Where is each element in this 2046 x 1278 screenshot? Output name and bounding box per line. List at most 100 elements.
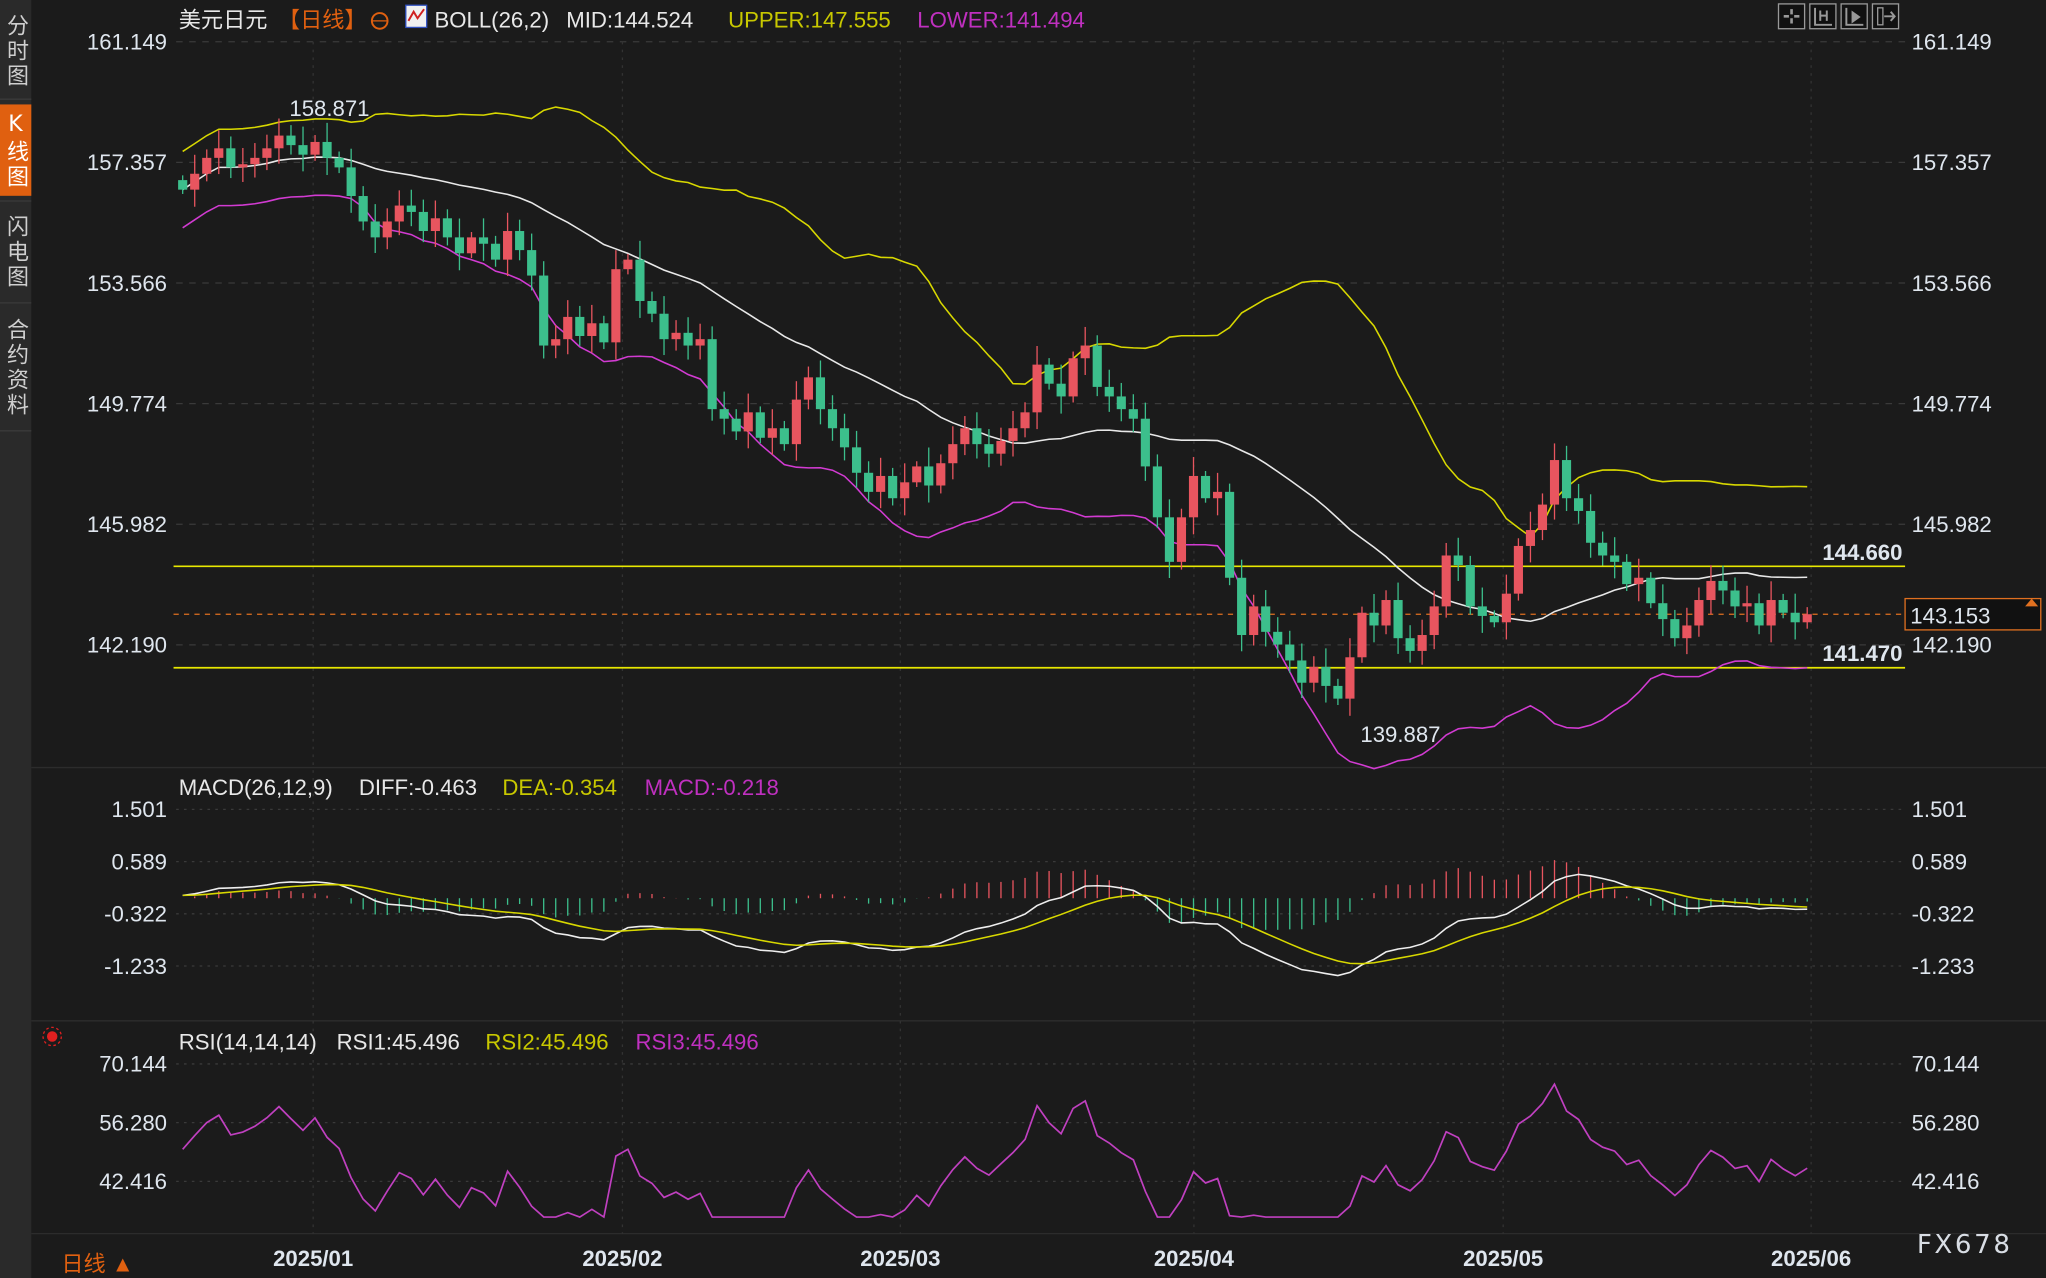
- candle-down[interactable]: [1285, 644, 1295, 661]
- sidebar-tab-kline-chart[interactable]: K线图: [3, 112, 28, 190]
- sidebar-tab-time-chart[interactable]: 分时图: [3, 13, 28, 89]
- candle-down[interactable]: [1225, 491, 1235, 578]
- candle-down[interactable]: [1369, 612, 1379, 626]
- candle-down[interactable]: [490, 243, 501, 260]
- candle-down[interactable]: [1465, 565, 1475, 607]
- sidebar-tab-contract-info[interactable]: 合约资料: [3, 318, 28, 418]
- candle-up[interactable]: [1429, 606, 1439, 636]
- candle-down[interactable]: [1405, 638, 1415, 651]
- candle-up[interactable]: [394, 205, 404, 222]
- crosshair-icon[interactable]: [1777, 3, 1806, 30]
- candle-up[interactable]: [996, 440, 1006, 454]
- candle-down[interactable]: [1670, 619, 1680, 639]
- candle-down[interactable]: [1152, 466, 1162, 518]
- candle-up[interactable]: [671, 332, 681, 340]
- candle-down[interactable]: [1561, 460, 1572, 499]
- candle-down[interactable]: [527, 250, 537, 276]
- candle-up[interactable]: [382, 221, 392, 238]
- candle-down[interactable]: [755, 412, 765, 438]
- candle-down[interactable]: [1164, 517, 1174, 562]
- candle-down[interactable]: [226, 148, 236, 168]
- candle-down[interactable]: [1116, 396, 1126, 410]
- candle-down[interactable]: [1056, 383, 1066, 397]
- candle-down[interactable]: [1128, 409, 1138, 419]
- candle-up[interactable]: [563, 316, 573, 340]
- candle-down[interactable]: [1237, 577, 1247, 636]
- candle-down[interactable]: [731, 418, 741, 432]
- candle-up[interactable]: [310, 141, 320, 155]
- candle-down[interactable]: [418, 211, 428, 232]
- candle-down[interactable]: [888, 475, 898, 499]
- candle-up[interactable]: [190, 173, 200, 190]
- candle-down[interactable]: [1333, 685, 1343, 699]
- candle-down[interactable]: [1610, 555, 1620, 562]
- candle-down[interactable]: [1261, 606, 1271, 632]
- candle-down[interactable]: [286, 135, 296, 146]
- candle-down[interactable]: [635, 259, 645, 301]
- candle-up[interactable]: [767, 428, 777, 438]
- candle-up[interactable]: [1381, 600, 1391, 626]
- candle-up[interactable]: [1742, 603, 1752, 607]
- candle-up[interactable]: [1634, 577, 1644, 585]
- zoom-range-icon[interactable]: [1809, 3, 1837, 30]
- candle-down[interactable]: [370, 221, 380, 238]
- candle-down[interactable]: [1489, 615, 1499, 623]
- candle-down[interactable]: [1092, 345, 1102, 387]
- candle-up[interactable]: [1008, 428, 1018, 441]
- candle-up[interactable]: [803, 377, 813, 400]
- candle-up[interactable]: [743, 412, 753, 432]
- candle-down[interactable]: [683, 332, 693, 346]
- candle-down[interactable]: [659, 313, 669, 340]
- candle-down[interactable]: [839, 428, 850, 448]
- candle-up[interactable]: [1417, 635, 1427, 651]
- candle-up[interactable]: [912, 466, 922, 483]
- candle-up[interactable]: [1802, 614, 1812, 623]
- candle-down[interactable]: [924, 466, 934, 486]
- scroll-up-icon[interactable]: [2025, 598, 2039, 607]
- candle-up[interactable]: [1188, 475, 1199, 518]
- candle-down[interactable]: [298, 145, 308, 155]
- candle-down[interactable]: [827, 409, 838, 429]
- candle-down[interactable]: [719, 409, 729, 419]
- candle-up[interactable]: [430, 218, 440, 232]
- candle-up[interactable]: [1176, 517, 1187, 562]
- candle-down[interactable]: [178, 180, 188, 190]
- candle-down[interactable]: [1044, 364, 1054, 384]
- candle-down[interactable]: [575, 316, 585, 336]
- candle-up[interactable]: [587, 323, 597, 336]
- candle-down[interactable]: [599, 323, 609, 343]
- candle-down[interactable]: [334, 157, 344, 168]
- candle-down[interactable]: [647, 300, 657, 314]
- candle-up[interactable]: [274, 135, 284, 149]
- candle-up[interactable]: [262, 148, 272, 158]
- candle-down[interactable]: [1453, 555, 1463, 566]
- candle-down[interactable]: [1104, 386, 1114, 397]
- candle-down[interactable]: [1754, 603, 1764, 626]
- candle-down[interactable]: [1730, 590, 1740, 607]
- candle-down[interactable]: [1140, 418, 1150, 467]
- candle-up[interactable]: [1068, 358, 1078, 397]
- candle-down[interactable]: [358, 196, 368, 222]
- candle-down[interactable]: [1658, 603, 1668, 620]
- candle-up[interactable]: [791, 399, 801, 445]
- play-range-icon[interactable]: [1840, 3, 1868, 30]
- candle-up[interactable]: [214, 148, 224, 158]
- candle-down[interactable]: [1598, 542, 1608, 556]
- candle-up[interactable]: [876, 475, 886, 492]
- candle-down[interactable]: [1393, 600, 1403, 639]
- candle-down[interactable]: [1273, 631, 1283, 645]
- candle-up[interactable]: [250, 157, 260, 165]
- candle-up[interactable]: [1441, 555, 1451, 607]
- candle-down[interactable]: [1297, 660, 1307, 683]
- candle-up[interactable]: [1345, 657, 1355, 699]
- candle-down[interactable]: [1574, 498, 1584, 511]
- candle-up[interactable]: [503, 231, 513, 260]
- candle-down[interactable]: [454, 237, 465, 254]
- candle-down[interactable]: [864, 472, 874, 492]
- candle-up[interactable]: [611, 269, 621, 343]
- candle-up[interactable]: [936, 463, 946, 486]
- candle-up[interactable]: [1357, 612, 1367, 658]
- candle-down[interactable]: [322, 141, 332, 158]
- candle-up[interactable]: [1020, 412, 1030, 429]
- candle-up[interactable]: [1513, 545, 1523, 594]
